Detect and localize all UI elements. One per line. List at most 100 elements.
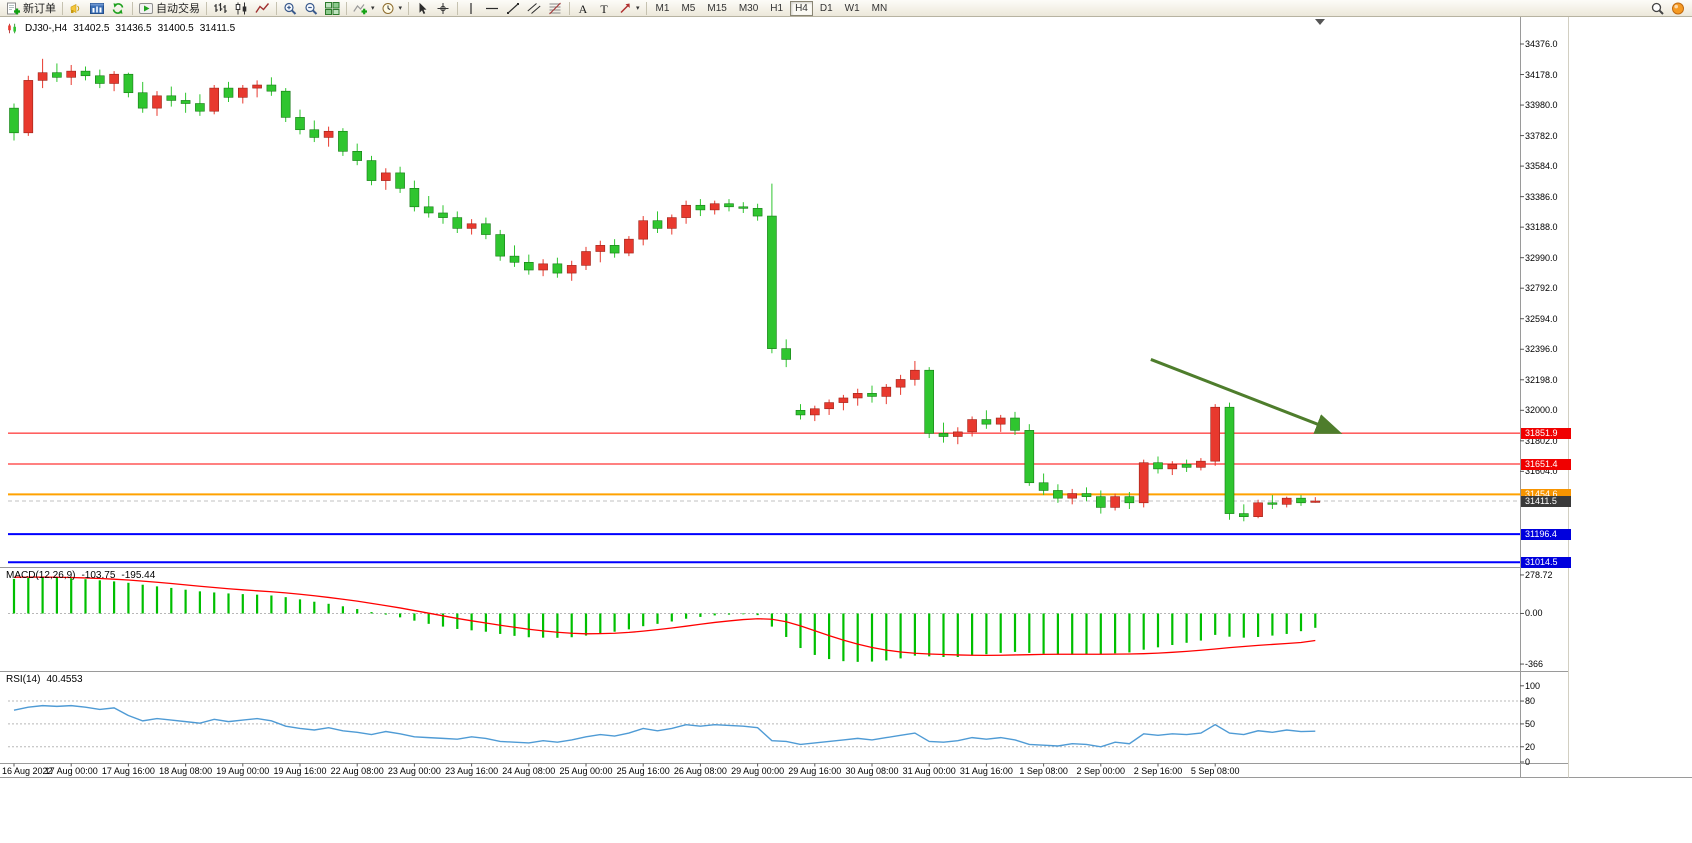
chart-shift-marker — [1315, 19, 1325, 25]
rsi-tick: 80 — [1525, 696, 1536, 707]
price-tick: 32000.0 — [1525, 405, 1558, 416]
chart-window-icon — [90, 2, 105, 15]
toolbar-separator — [408, 1, 410, 15]
rsi-tick: 20 — [1525, 741, 1536, 752]
price-tick: 33386.0 — [1525, 191, 1558, 202]
chart-window-button[interactable] — [87, 1, 108, 16]
arrows-button[interactable]: ▾ — [615, 1, 643, 16]
candle — [1239, 504, 1249, 522]
new-order-label: 新订单 — [23, 3, 56, 15]
zoom-in-button[interactable] — [280, 1, 301, 16]
price-line-badge: 31651.4 — [1521, 458, 1571, 470]
ohlc-bars-button[interactable] — [210, 1, 231, 16]
text-button[interactable]: A — [573, 1, 594, 16]
arrows-icon — [618, 2, 633, 15]
candle — [295, 109, 305, 135]
clock-button[interactable]: ▾ — [378, 1, 406, 16]
label-button[interactable]: T — [594, 1, 615, 16]
toolbar-separator — [457, 1, 459, 15]
trendline-button[interactable] — [503, 1, 524, 16]
auto-trading-button[interactable]: 自动交易 — [136, 1, 203, 16]
channel-button[interactable] — [524, 1, 545, 16]
time-tick-label: 24 Aug 08:00 — [502, 766, 556, 776]
macd-tick: 0.00 — [1525, 608, 1543, 619]
candle — [924, 367, 935, 439]
rsi-tick: 50 — [1525, 718, 1536, 729]
new-order-icon — [6, 2, 21, 15]
rsi-tick: 0 — [1525, 757, 1531, 767]
vertical-line-button[interactable] — [461, 1, 482, 16]
candle — [123, 72, 134, 98]
zoom-out-icon — [304, 2, 319, 15]
macd-name: MACD(12,26,9) — [6, 570, 76, 581]
candle — [9, 103, 19, 141]
svg-text:A: A — [579, 2, 588, 15]
timeframe-m30-button[interactable]: M30 — [734, 1, 763, 16]
search-icon — [1650, 2, 1665, 15]
search-button[interactable] — [1647, 1, 1668, 16]
toolbar-group-chart-type — [210, 1, 273, 16]
candle — [323, 126, 334, 147]
trend-arrow[interactable] — [1150, 358, 1343, 434]
price-axis[interactable]: 34376.0 34178.0 33980.0 33782.0 33584.0 33386… — [1520, 0, 1600, 843]
timeframe-mn-button[interactable]: MN — [867, 1, 893, 16]
toolbar-separator — [132, 1, 133, 15]
candlestick-button[interactable] — [231, 1, 252, 16]
candle — [767, 183, 777, 354]
time-tick-label: 19 Aug 16:00 — [273, 766, 327, 776]
new-order-button[interactable]: 新订单 — [3, 1, 59, 16]
candle — [695, 199, 706, 217]
price-tick: 34178.0 — [1525, 69, 1558, 80]
indicators-button[interactable]: ▾ — [350, 1, 378, 16]
timeframe-m15-button[interactable]: M15 — [702, 1, 731, 16]
refresh-button[interactable] — [108, 1, 129, 16]
candle — [109, 71, 119, 92]
candle — [466, 219, 477, 235]
chart-icon — [6, 22, 19, 34]
candle — [1196, 458, 1206, 471]
tile-windows-icon — [325, 1, 340, 15]
crosshair-button[interactable] — [433, 1, 454, 16]
candle — [52, 63, 62, 82]
candle — [166, 86, 177, 107]
timeframe-m5-button[interactable]: M5 — [676, 1, 700, 16]
line-chart-button[interactable] — [252, 1, 273, 16]
candle — [66, 64, 76, 86]
time-axis[interactable]: 16 Aug 2022 17 Aug 00:00 17 Aug 16:00 18 Au… — [0, 763, 1692, 780]
timeframe-h1-button[interactable]: H1 — [765, 1, 788, 16]
svg-text:T: T — [600, 2, 608, 15]
timeframe-h4-button[interactable]: H4 — [790, 0, 813, 16]
candle — [1281, 496, 1292, 508]
candle — [867, 385, 877, 403]
price-tick: 34376.0 — [1525, 39, 1558, 49]
crosshair-icon — [436, 2, 451, 15]
price-tick: 33980.0 — [1525, 100, 1558, 111]
low-value: 31400.5 — [157, 22, 194, 34]
timeframe-w1-button[interactable]: W1 — [840, 1, 865, 16]
price-line-badge: 31454.6 — [1521, 488, 1571, 500]
zoom-out-button[interactable] — [301, 1, 322, 16]
candle — [80, 66, 91, 81]
time-tick-label: 25 Aug 00:00 — [559, 766, 613, 776]
line-chart-icon — [255, 2, 270, 15]
tile-windows-button[interactable] — [322, 1, 343, 16]
rsi-line — [13, 704, 1316, 748]
megaphone-icon — [69, 2, 84, 15]
megaphone-button[interactable] — [66, 1, 87, 16]
candle — [1096, 490, 1106, 514]
horizontal-line-button[interactable] — [482, 1, 503, 16]
auto-trading-icon — [139, 2, 154, 15]
candle — [1181, 459, 1192, 472]
candle — [495, 229, 506, 261]
community-button[interactable] — [1668, 1, 1689, 16]
cursor-button[interactable] — [412, 1, 433, 16]
timeframe-m1-button[interactable]: M1 — [651, 1, 675, 16]
candle — [910, 360, 920, 386]
timeframe-d1-button[interactable]: D1 — [815, 1, 838, 16]
macd-tick: -366 — [1525, 659, 1544, 670]
macd-signal-value: -195.44 — [121, 570, 156, 581]
fibonacci-button[interactable] — [545, 1, 566, 16]
candle — [523, 254, 534, 275]
